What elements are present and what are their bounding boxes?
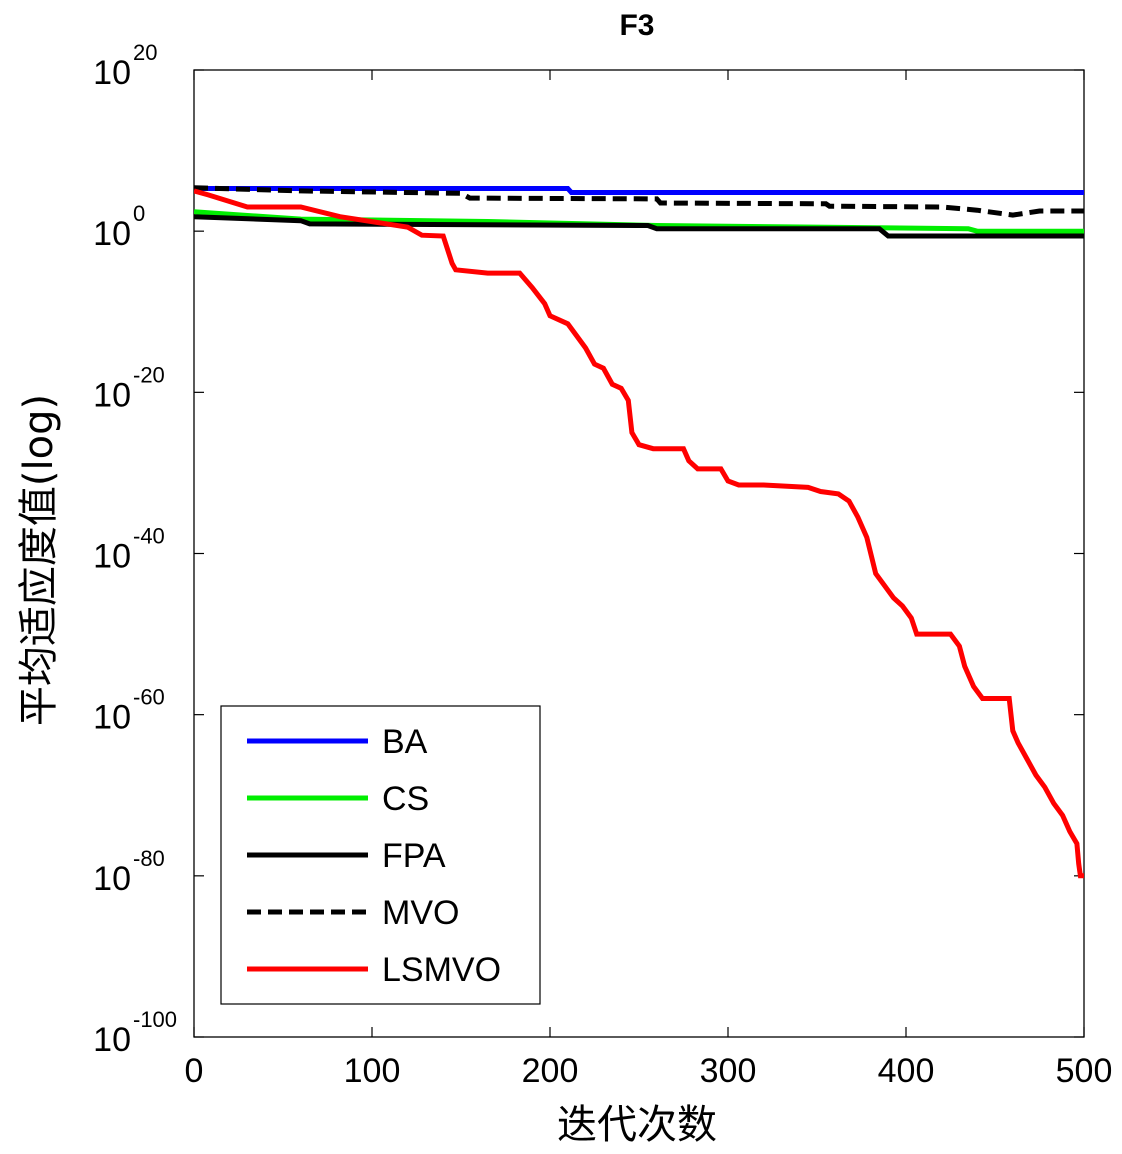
y-tick-exponent: -100 (133, 1007, 177, 1032)
y-tick-label: 10-100 (93, 1007, 177, 1059)
y-tick-exponent: 0 (133, 201, 145, 226)
y-tick-base: 10 (93, 54, 131, 92)
series-line-lsmvo (194, 188, 1084, 879)
legend: BA CS FPA MVO LSMVO (220, 705, 541, 1005)
y-tick-exponent: -40 (133, 524, 165, 549)
tick-labels: 0 100 200 300 400 500102010010-2010-4010-6010… (93, 40, 1112, 1090)
series-line-mvo (194, 185, 1084, 218)
legend-label-fpa: FPA (382, 837, 446, 875)
y-tick-label: 10-80 (93, 846, 165, 898)
y-tick-label: 100 (93, 201, 145, 253)
axes-frame (193, 69, 1085, 1038)
legend-label-cs: CS (382, 780, 429, 818)
x-tick-label: 100 (344, 1052, 401, 1090)
y-tick-base: 10 (93, 215, 131, 253)
x-tick-label: 300 (700, 1052, 757, 1090)
y-tick-base: 10 (93, 1021, 131, 1059)
legend-label-lsmvo: LSMVO (382, 951, 501, 989)
series-line-ba (194, 186, 1084, 195)
y-tick-base: 10 (93, 538, 131, 576)
x-tick-label: 0 (185, 1052, 204, 1090)
x-tick-label: 400 (878, 1052, 935, 1090)
legend-label-mvo: MVO (382, 894, 459, 932)
y-tick-base: 10 (93, 860, 131, 898)
chart-title: F3 (619, 9, 654, 42)
y-tick-exponent: -20 (133, 362, 165, 387)
plot-area (194, 185, 1084, 879)
y-tick-label: 10-20 (93, 362, 165, 414)
y-tick-exponent: 20 (133, 40, 157, 65)
x-tick-label: 500 (1056, 1052, 1113, 1090)
y-tick-exponent: -60 (133, 685, 165, 710)
x-tick-label: 200 (522, 1052, 579, 1090)
y-tick-label: 10-40 (93, 524, 165, 576)
y-tick-base: 10 (93, 376, 131, 414)
series-line-fpa (194, 214, 1084, 239)
x-axis-label: 迭代次数 (557, 1102, 717, 1148)
y-axis-label: 平均适应度值(log) (16, 394, 62, 726)
y-tick-base: 10 (93, 699, 131, 737)
y-tick-label: 10-60 (93, 685, 165, 737)
legend-label-ba: BA (382, 723, 428, 761)
y-tick-exponent: -80 (133, 846, 165, 871)
